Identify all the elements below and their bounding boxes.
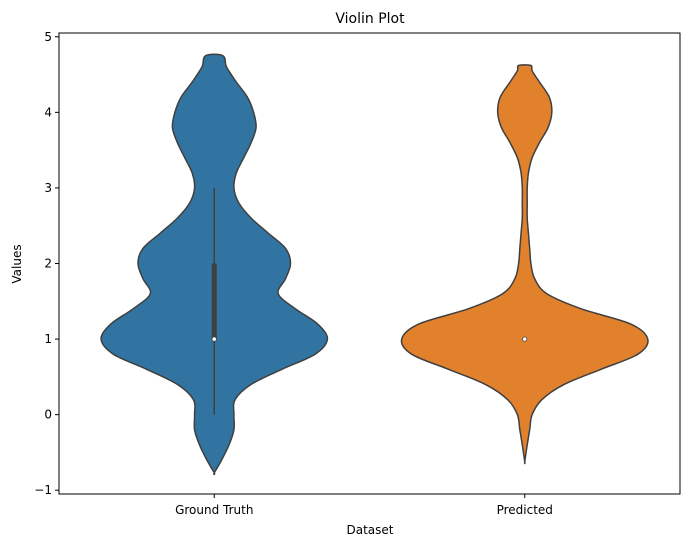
y-tick-label: 5 bbox=[44, 30, 52, 44]
y-tick-label: 3 bbox=[44, 181, 52, 195]
y-axis-label: Values bbox=[10, 244, 24, 283]
x-axis-label: Dataset bbox=[347, 523, 394, 537]
axes: −1 0 1 2 3 4 5 Ground Truth Predicted bbox=[34, 30, 681, 517]
x-tick-label: Predicted bbox=[497, 503, 553, 517]
violin-predicted bbox=[400, 64, 649, 465]
median-marker-ground-truth bbox=[211, 336, 217, 342]
y-tick-label: 0 bbox=[44, 408, 52, 422]
chart-title: Violin Plot bbox=[335, 11, 405, 27]
y-tick-label: 2 bbox=[44, 257, 52, 271]
median-marker-predicted bbox=[522, 336, 528, 342]
y-tick-label: 1 bbox=[44, 332, 52, 346]
plot-area bbox=[100, 53, 649, 476]
x-tick-label: Ground Truth bbox=[175, 503, 253, 517]
y-tick-label: −1 bbox=[34, 483, 52, 497]
y-tick-label: 4 bbox=[44, 105, 52, 119]
